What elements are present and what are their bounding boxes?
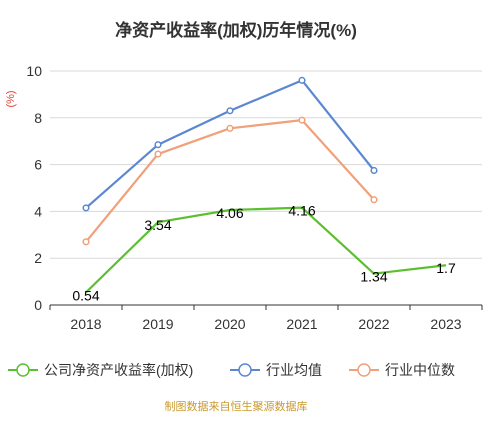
- y-tick-label: 2: [34, 250, 42, 266]
- axes: 0 2 4 6 8 10 2018 2019 2020 2021 2022 2023: [26, 63, 483, 332]
- legend-marker[interactable]: [16, 363, 30, 377]
- data-point[interactable]: [82, 204, 90, 212]
- y-tick-label: 8: [34, 110, 42, 126]
- data-label: 3.54: [144, 217, 171, 233]
- legend-marker[interactable]: [357, 363, 371, 377]
- data-point[interactable]: [82, 238, 90, 246]
- legend: 公司净资产收益率(加权) 行业均值 行业中位数: [8, 362, 455, 378]
- data-label: 1.34: [360, 269, 387, 285]
- y-tick-label: 10: [26, 63, 42, 79]
- series-lines: [82, 76, 447, 294]
- source-note: 制图数据来自恒生聚源数据库: [165, 399, 308, 413]
- data-point[interactable]: [154, 150, 162, 158]
- y-tick-label: 6: [34, 157, 42, 173]
- chart-title: 净资产收益率(加权)历年情况(%): [115, 20, 357, 40]
- data-point[interactable]: [154, 141, 162, 149]
- data-point[interactable]: [370, 166, 378, 174]
- x-tick-label: 2022: [358, 316, 389, 332]
- data-label: 0.54: [72, 287, 99, 303]
- data-point[interactable]: [226, 107, 234, 115]
- x-tick-label: 2021: [286, 316, 317, 332]
- data-label: 4.16: [288, 203, 315, 219]
- data-point[interactable]: [298, 116, 306, 124]
- data-label: 1.7: [436, 260, 456, 276]
- legend-marker[interactable]: [238, 363, 252, 377]
- legend-label[interactable]: 行业均值: [266, 362, 322, 378]
- data-label: 4.06: [216, 205, 243, 221]
- series-line-2: [85, 119, 375, 243]
- series-line-0: [85, 206, 447, 294]
- y-unit-label: (%): [5, 90, 17, 107]
- legend-label[interactable]: 公司净资产收益率(加权): [44, 362, 193, 378]
- y-tick-label: 4: [34, 203, 42, 219]
- x-tick-label: 2020: [214, 316, 245, 332]
- data-labels: 0.54 3.54 4.06 4.16 1.34 1.7: [72, 203, 456, 304]
- x-tick-label: 2023: [430, 316, 461, 332]
- legend-label[interactable]: 行业中位数: [385, 362, 455, 378]
- data-point[interactable]: [298, 76, 306, 84]
- x-tick-label: 2018: [70, 316, 101, 332]
- y-tick-label: 0: [34, 297, 42, 313]
- data-point[interactable]: [370, 196, 378, 204]
- grid-lines: [50, 70, 482, 259]
- x-tick-label: 2019: [142, 316, 173, 332]
- data-point[interactable]: [226, 124, 234, 132]
